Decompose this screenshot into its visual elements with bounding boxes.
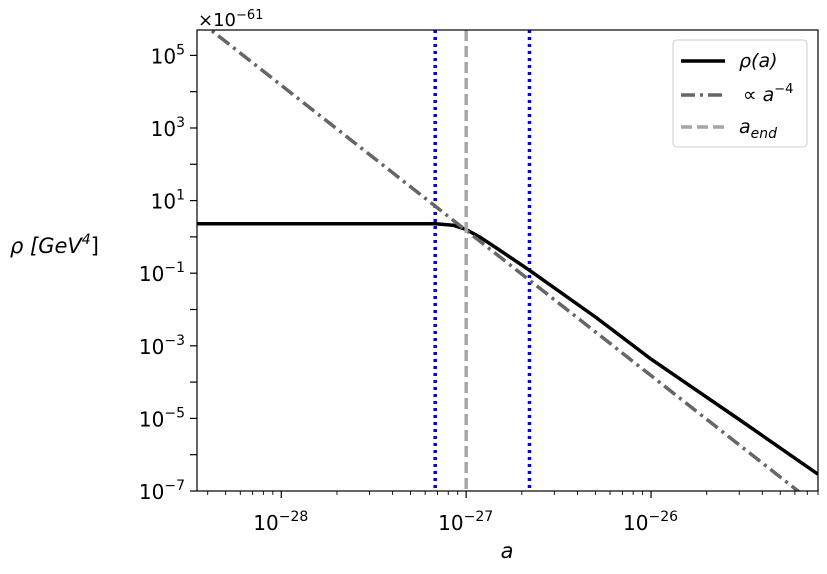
x-axis-ticks: 10−28 10−27 10−26: [207, 491, 819, 535]
y-tick-label: 105: [151, 42, 185, 68]
series-power-law-line: [208, 30, 801, 491]
y-tick-label: 101: [151, 188, 185, 214]
x-tick-label: 10−27: [438, 509, 493, 535]
x-axis-label: a: [501, 539, 514, 563]
offset-text: ×10−61: [198, 8, 263, 31]
legend: ρ(a) ∝ a−4 aend: [672, 39, 808, 148]
svg-text:ρ(a): ρ(a): [739, 50, 778, 72]
legend-item-a-end: aend: [681, 116, 777, 142]
y-tick-label: 103: [151, 115, 185, 141]
x-tick-label: 10−26: [623, 509, 678, 535]
y-axis-label: ρ [GeV4]: [10, 232, 99, 258]
y-axis-ticks: 105 103 101 10−1 10−3 10−5 10−7: [139, 42, 197, 504]
plot-lines: [197, 30, 818, 491]
y-tick-label: 10−5: [139, 405, 185, 431]
legend-item-rho: ρ(a): [681, 50, 778, 72]
series-rho-line: [197, 222, 818, 476]
y-tick-label: 10−3: [139, 333, 185, 359]
plot-frame: [196, 29, 819, 492]
legend-box: [672, 39, 808, 148]
x-tick-label: 10−28: [253, 509, 308, 535]
y-tick-label: 10−7: [139, 478, 185, 504]
y-tick-label: 10−1: [139, 260, 185, 286]
